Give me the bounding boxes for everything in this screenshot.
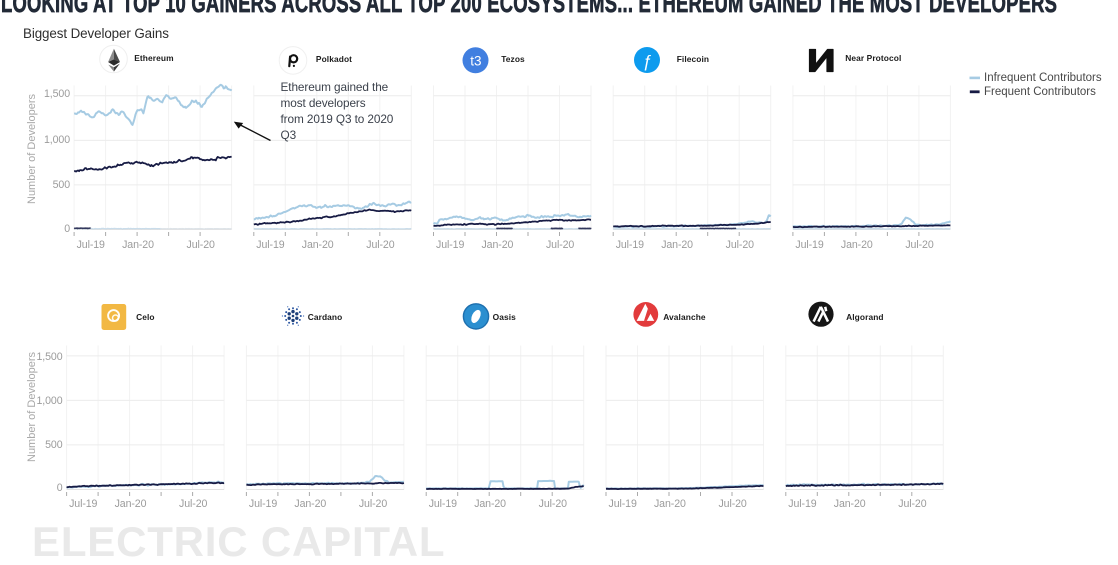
svg-text:ƒ: ƒ [642, 51, 651, 70]
svg-text:t3: t3 [470, 54, 481, 69]
